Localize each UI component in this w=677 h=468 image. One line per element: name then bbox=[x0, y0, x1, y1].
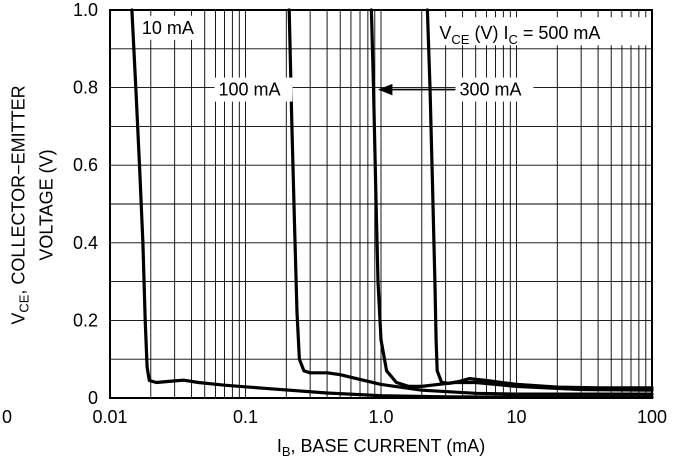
x-tick-label: 1.0 bbox=[368, 407, 393, 427]
y-tick-label: 0.6 bbox=[73, 155, 98, 175]
y-axis-label-line2: VOLTAGE (V) bbox=[37, 149, 58, 261]
x-tick-label: 10 bbox=[506, 407, 526, 427]
y-tick-label: 0.8 bbox=[73, 78, 98, 98]
x-axis-label-text: , BASE CURRENT (mA) bbox=[290, 436, 486, 456]
series-line bbox=[287, 8, 654, 396]
y-tick-label: 0.2 bbox=[73, 310, 98, 330]
series-line bbox=[425, 8, 654, 390]
annotation-bg bbox=[214, 77, 293, 102]
annotation-bg bbox=[455, 77, 534, 102]
x-tick-label: 0.1 bbox=[233, 407, 258, 427]
x-tick-label: 0.01 bbox=[92, 407, 127, 427]
y-tick-labels: 0 0.2 0.4 0.6 0.8 1.0 bbox=[73, 0, 98, 408]
annotation-bg bbox=[433, 17, 649, 46]
x-axis-symbol-sub: B bbox=[281, 444, 291, 459]
series-group bbox=[130, 8, 654, 399]
x-tick-label: 100 bbox=[637, 407, 667, 427]
y-axis-label-line1: , COLLECTOR−EMITTER bbox=[9, 85, 30, 295]
annotation-label: 300 mA bbox=[459, 80, 521, 100]
x-origin-label: 0 bbox=[2, 407, 12, 427]
y-tick-label: 0 bbox=[88, 388, 98, 408]
annotation-label: 10 mA bbox=[142, 18, 194, 38]
y-axis-symbol-sub: CE bbox=[17, 294, 33, 313]
series-line bbox=[369, 8, 654, 392]
y-axis-label: VCE, COLLECTOR−EMITTER VOLTAGE (V) bbox=[4, 10, 62, 400]
y-tick-label: 0.4 bbox=[73, 233, 98, 253]
series-line bbox=[130, 8, 654, 399]
annotation-label: VCE (V) IC = 500 mA bbox=[439, 23, 600, 47]
x-tick-labels: 0.01 0.1 1.0 10 100 0 bbox=[2, 407, 667, 427]
x-axis-label: IB, BASE CURRENT (mA) bbox=[110, 436, 652, 459]
grid bbox=[110, 10, 652, 398]
y-axis-symbol: V bbox=[9, 312, 30, 325]
annotation-bg bbox=[137, 15, 204, 40]
annotation-label: 100 mA bbox=[219, 80, 281, 100]
y-tick-label: 1.0 bbox=[73, 0, 98, 20]
annotations: 10 mA 100 mA 300 mA VCE (V) IC = 500 mA bbox=[137, 15, 649, 102]
x-axis-symbol: I bbox=[276, 436, 282, 456]
plot-frame bbox=[109, 9, 653, 399]
